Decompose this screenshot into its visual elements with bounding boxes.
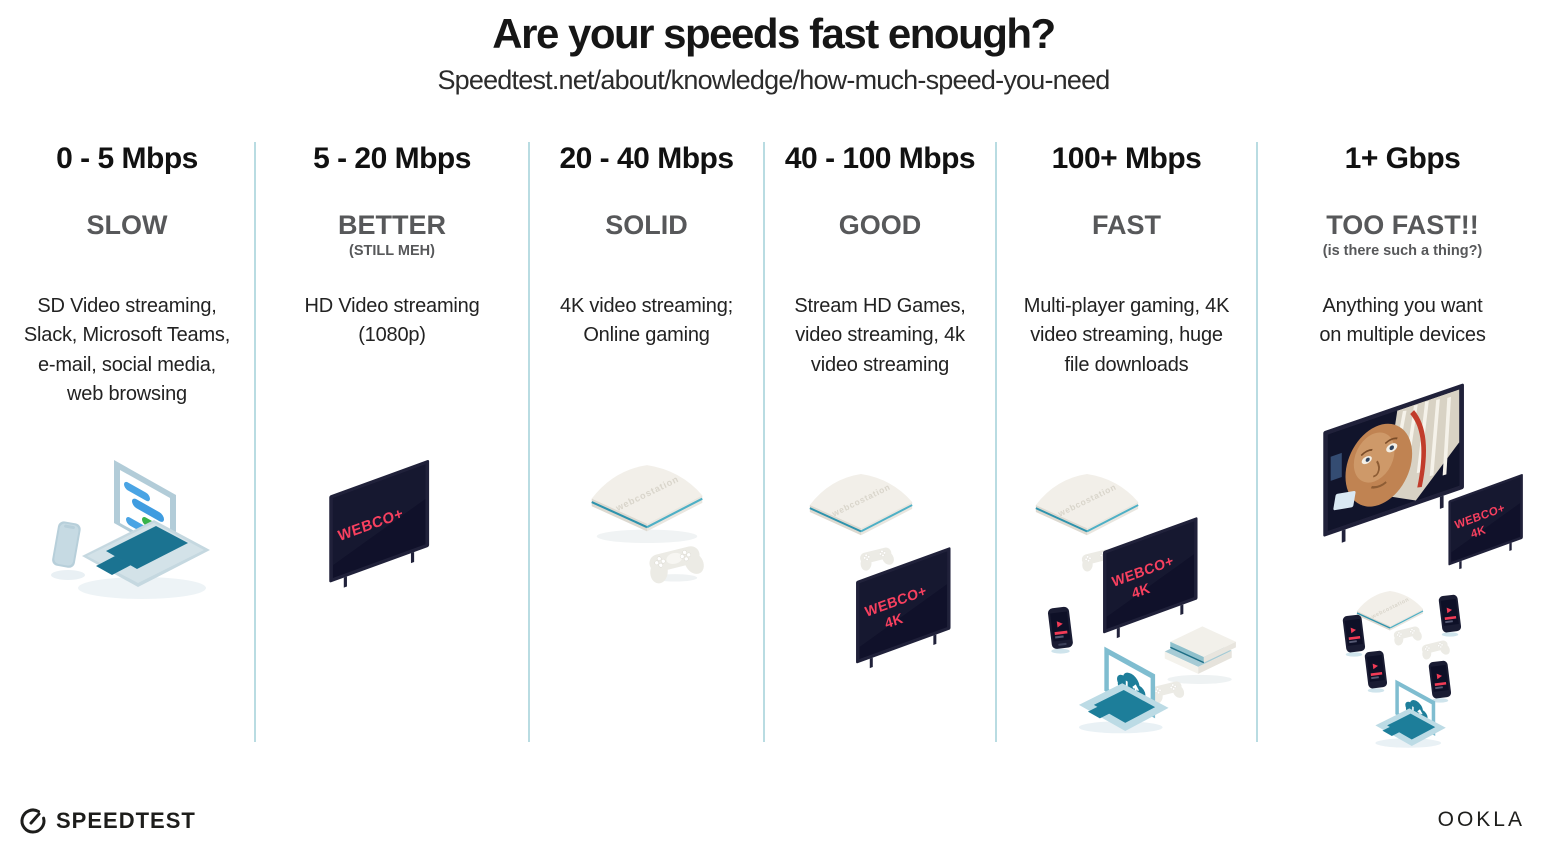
column-40-100-mbps: 40 - 100 Mbps GOOD Stream HD Games, vide… [765,142,997,742]
speed-range-heading: 0 - 5 Mbps [56,142,198,175]
column-100-plus-mbps: 100+ Mbps FAST Multi-player gaming, 4K v… [997,142,1258,742]
game-controller-icon [649,546,704,584]
phone-video-icon [1047,606,1073,654]
tv-resolution-label: 4K [1470,524,1488,541]
speedtest-wordmark: SPEEDTEST [56,808,196,833]
phone-video-icon [1364,650,1388,693]
game-console-illustration: webcostation [1035,474,1139,536]
tier-description: Multi-player gaming, 4K video streaming,… [1023,295,1230,376]
speed-range-heading: 1+ Gbps [1344,142,1461,175]
tier-description: 4K video streaming; Online gaming [560,295,733,347]
play-icon [1056,621,1063,628]
tier-label: FAST [1091,210,1161,240]
astronaut-screen-art [1327,389,1460,531]
tier-label: GOOD [838,210,922,240]
speedtest-logo: SPEEDTEST [18,806,196,836]
tv-4k-illustration: WEBCO+ 4K [1448,473,1523,570]
game-console-illustration: webcostation [591,465,703,544]
tv-4k-illustration: WEBCO+ 4K [1103,517,1198,639]
speed-columns: 0 - 5 Mbps SLOW SD Video streaming, Slac… [0,142,1547,748]
game-console-illustration: webcostation [1356,591,1424,631]
tier-label: SLOW [86,210,168,240]
phone-video-icon [1342,614,1366,657]
tv-resolution-label: 4K [883,610,905,632]
speed-range-heading: 20 - 40 Mbps [559,142,734,175]
laptop-cloud-illustration [1078,646,1169,734]
game-console-illustration: webcostation [809,474,913,536]
speed-range-heading: 100+ Mbps [1051,142,1202,175]
tv-astronaut-illustration [1323,383,1464,543]
page-subtitle-url: Speedtest.net/about/knowledge/how-much-s… [437,65,1110,95]
tier-label: TOO FAST!! [1326,210,1479,240]
tier-description: Stream HD Games, video streaming, 4k vid… [794,295,966,376]
tier-description: SD Video streaming, Slack, Microsoft Tea… [23,295,231,406]
tier-note: (STILL MEH) [349,243,435,259]
column-0-5-mbps: 0 - 5 Mbps SLOW SD Video streaming, Slac… [0,142,256,742]
phone-icon [52,521,81,568]
tier-label: BETTER [338,210,446,240]
header: Are your speeds fast enough? Speedtest.n… [0,10,1547,96]
speed-range-heading: 5 - 20 Mbps [313,142,471,175]
tv-4k-illustration: WEBCO+ 4K [856,547,951,669]
phone-video-icon [1428,660,1452,703]
game-controller-icon [1393,626,1422,646]
speed-range-heading: 40 - 100 Mbps [784,142,976,175]
tier-description: Anything you want on multiple devices [1319,295,1486,347]
speedtest-gauge-icon [20,808,46,834]
game-controller-icon [860,547,894,571]
laptop-chat-illustration [51,460,210,599]
tv-illustration: WEBCO+ [329,459,430,588]
phone-video-icon [1438,594,1462,637]
footer: SPEEDTEST OOKLA [0,800,1547,840]
column-5-20-mbps: 5 - 20 Mbps BETTER (STILL MEH) HD Video … [256,142,530,742]
slim-console-illustration [1164,626,1236,684]
tier-label: SOLID [605,210,688,240]
column-20-40-mbps: 20 - 40 Mbps SOLID 4K video streaming; O… [530,142,765,742]
ookla-wordmark: OOKLA [1437,808,1525,831]
column-1-plus-gbps: 1+ Gbps TOO FAST!! (is there such a thin… [1258,142,1547,748]
tv-resolution-label: 4K [1130,580,1152,602]
game-controller-icon [1421,640,1450,660]
tier-description: HD Video streaming (1080p) [304,295,480,347]
tier-note: (is there such a thing?) [1322,243,1483,259]
page-title: Are your speeds fast enough? [492,10,1056,57]
laptop-cloud-illustration [1375,679,1446,748]
